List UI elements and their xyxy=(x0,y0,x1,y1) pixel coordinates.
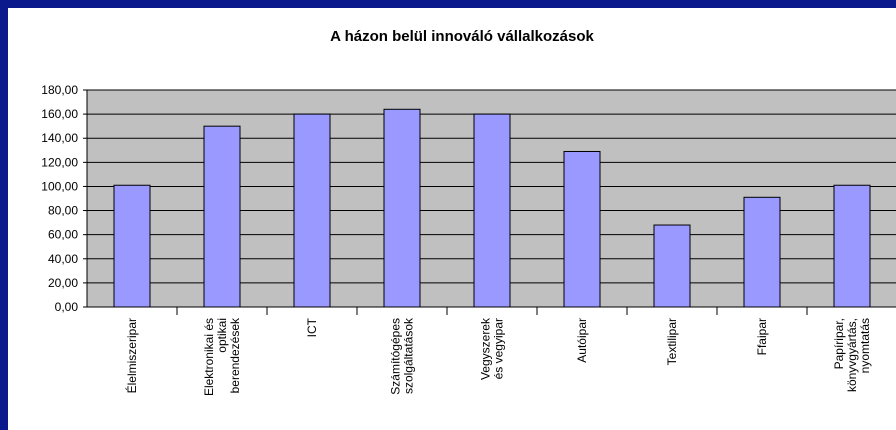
x-tick-label: Papíripar,könyvgyártás,nyomtatás xyxy=(832,318,872,392)
y-tick-label: 20,00 xyxy=(48,276,78,290)
bar xyxy=(563,150,601,308)
y-tick-label: 100,00 xyxy=(41,179,78,193)
y-tick-label: 180,00 xyxy=(41,83,78,97)
y-tick-label: 0,00 xyxy=(55,300,79,314)
y-tick-label: 140,00 xyxy=(41,131,78,145)
x-tick-label: ICT xyxy=(305,317,319,337)
y-tick-label: 60,00 xyxy=(48,228,78,242)
x-tick-label: Textilipar xyxy=(665,318,679,365)
x-tick-label: Elektronikai ésoptikaiberendezések xyxy=(202,317,242,396)
bar xyxy=(383,108,421,308)
x-tick-label: Számítógépesszolgáltatások xyxy=(389,317,416,395)
x-tick-label: Ffaipar xyxy=(755,318,769,355)
bar xyxy=(113,184,151,308)
y-tick-label: 120,00 xyxy=(41,155,78,169)
bar xyxy=(473,113,511,308)
bar xyxy=(743,196,781,308)
x-tick-label: Autóipar xyxy=(575,318,589,363)
x-tick-label: Vegyszerekés vegyipar xyxy=(479,317,506,380)
bar xyxy=(203,125,241,308)
y-tick-label: 40,00 xyxy=(48,252,78,266)
x-tick-label: Élelmiszeripar xyxy=(124,318,139,393)
bar xyxy=(653,224,691,308)
y-tick-label: 160,00 xyxy=(41,107,78,121)
bar xyxy=(833,184,871,308)
y-tick-label: 80,00 xyxy=(48,204,78,218)
chart-title: A házon belül innováló vállalkozások xyxy=(330,28,594,45)
bar xyxy=(293,113,331,308)
